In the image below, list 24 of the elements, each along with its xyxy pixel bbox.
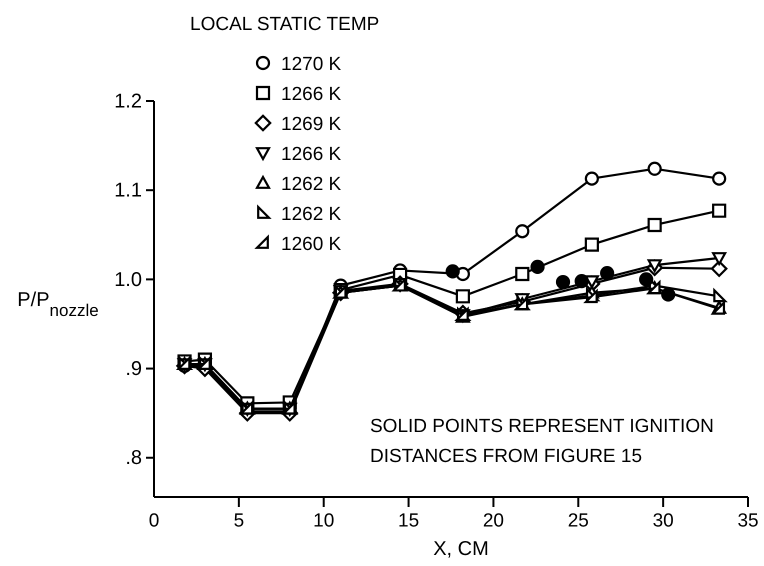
y-tick-label: 1.2 [114, 90, 142, 112]
x-tick-label: 15 [398, 510, 420, 532]
x-tick-label: 30 [652, 510, 674, 532]
y-tick-label: 1.0 [114, 268, 142, 291]
legend-label: 1262 K [281, 204, 342, 225]
x-axis-title: X, CM [433, 538, 489, 560]
legend-label: 1260 K [281, 234, 342, 255]
x-tick-label: 0 [148, 510, 160, 532]
legend-label: 1266 K [281, 84, 342, 105]
legend-label: 1266 K [281, 144, 342, 165]
y-axis-title: P/P$_{nozzle}$ [17, 289, 99, 320]
x-tick-label: 20 [482, 510, 504, 532]
legend-label: 1262 K [281, 174, 342, 195]
legend-label: 1269 K [281, 114, 342, 135]
x-tick-label: 35 [737, 510, 759, 532]
y-tick-label: .8 [125, 447, 142, 470]
legend-label: 1270 K [281, 54, 342, 75]
annotation: SOLID POINTS REPRESENT IGNITION DISTANCES FROM FIGURE 15 [370, 416, 714, 467]
legend-title: LOCAL STATIC TEMP [190, 14, 380, 35]
y-tick-label: 1.1 [114, 180, 142, 202]
y-tick-label: .9 [125, 358, 142, 380]
x-tick-label: 5 [234, 510, 244, 532]
x-tick-label: 25 [568, 510, 589, 532]
x-tick-label: 10 [313, 510, 334, 532]
